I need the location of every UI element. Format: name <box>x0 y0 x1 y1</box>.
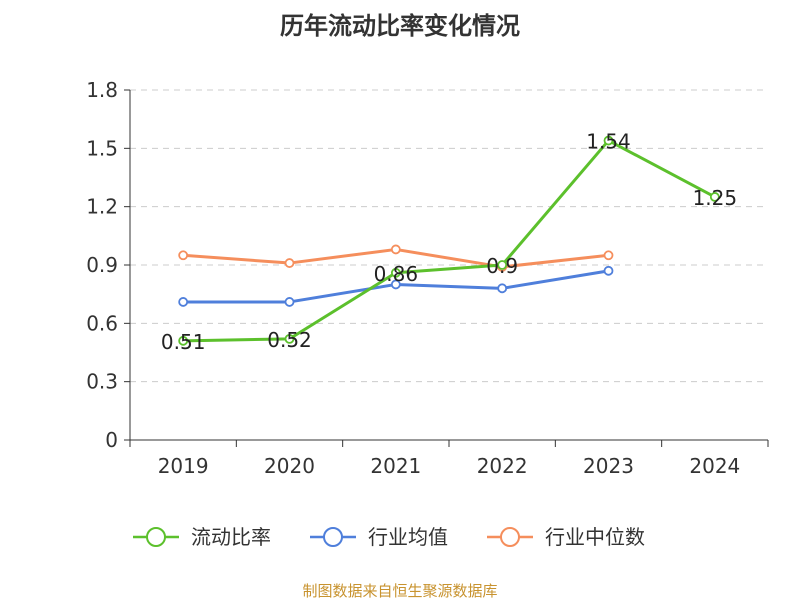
data-point-0 <box>709 192 720 202</box>
data-point-1 <box>178 297 189 307</box>
data-point-0 <box>178 335 189 346</box>
legend-label-1: 行业均值 <box>368 525 448 549</box>
data-point-2 <box>178 250 189 261</box>
chart-title: 历年流动比率变化情况 <box>280 12 520 40</box>
y-tick-label: 0.6 <box>86 311 118 335</box>
data-label: 0.52 <box>267 328 312 352</box>
legend-marker-0 <box>146 527 166 547</box>
data-point-0 <box>603 135 614 146</box>
x-tick-label: 2019 <box>158 454 209 478</box>
source-footer: 制图数据来自恒生聚源数据库 <box>302 582 498 600</box>
x-tick-label: 2022 <box>477 454 528 478</box>
y-tick-label: 1.8 <box>86 78 118 102</box>
y-tick-label: 1.2 <box>86 195 118 219</box>
legend-label-2: 行业中位数 <box>545 525 645 549</box>
legend: 流动比率 行业均值 行业中位数 <box>133 525 645 549</box>
data-labels: 0.51 0.52 0.86 0.9 1.54 1.25 <box>161 130 737 354</box>
series-lines <box>178 135 720 346</box>
y-tick-label: 0 <box>105 428 118 452</box>
x-tick-label: 2023 <box>583 454 634 478</box>
data-label: 0.86 <box>374 262 419 286</box>
series-line-0 <box>183 139 716 343</box>
y-tick-label: 0.3 <box>86 370 118 394</box>
data-point-2 <box>284 258 295 268</box>
legend-marker-2 <box>500 527 520 547</box>
data-point-1 <box>284 297 295 307</box>
legend-marker-1 <box>323 527 343 547</box>
x-tick-label: 2024 <box>689 454 740 478</box>
data-point-0 <box>390 267 401 278</box>
data-point-1 <box>390 279 401 290</box>
data-point-0 <box>284 333 295 344</box>
axes: 0 0.3 0.6 0.9 1.2 1.5 1.8 2019 2020 2021 2022 2023 2… <box>86 78 769 478</box>
data-point-2 <box>603 250 614 261</box>
data-label: 1.25 <box>693 186 738 210</box>
x-tick-label: 2020 <box>264 454 315 478</box>
x-tick-label: 2021 <box>370 454 421 478</box>
data-label: 1.54 <box>586 130 631 154</box>
grid-lines <box>130 89 768 383</box>
legend-label-0: 流动比率 <box>191 525 271 549</box>
data-point-0 <box>497 260 508 270</box>
data-label: 0.9 <box>486 254 518 278</box>
data-point-1 <box>497 283 508 294</box>
data-point-2 <box>390 244 401 255</box>
y-tick-label: 0.9 <box>86 253 118 277</box>
data-label: 0.51 <box>161 330 206 354</box>
y-tick-label: 1.5 <box>86 136 118 160</box>
data-point-1 <box>603 265 614 276</box>
